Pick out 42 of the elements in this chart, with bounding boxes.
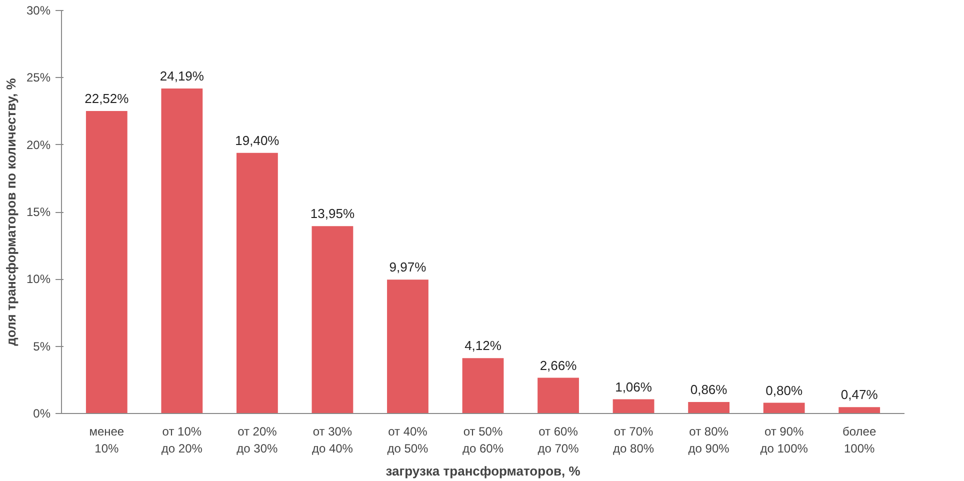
y-tick-label: 15% bbox=[26, 205, 51, 219]
data-label: 0,80% bbox=[766, 382, 803, 398]
bar bbox=[538, 378, 579, 414]
x-tick-label: от 10% до 20% bbox=[161, 424, 203, 456]
x-tick-label: от 20% до 30% bbox=[236, 424, 278, 456]
bar bbox=[236, 152, 278, 414]
data-label: 4,12% bbox=[464, 338, 502, 354]
x-tick-label: от 90% до 100% bbox=[760, 424, 808, 456]
bar bbox=[161, 88, 203, 414]
x-tick-label: менее 10% bbox=[89, 424, 124, 456]
y-tick-label: 20% bbox=[26, 138, 51, 152]
x-tick-label: от 30% до 40% bbox=[312, 424, 354, 456]
y-tick-label: 0% bbox=[33, 406, 51, 420]
bar bbox=[838, 407, 880, 414]
data-label: 0,86% bbox=[690, 382, 728, 397]
x-tick-label: более 100% bbox=[842, 424, 876, 456]
x-tick-label: от 50% до 60% bbox=[462, 424, 504, 456]
x-axis-title: загрузка трансформаторов, % bbox=[386, 463, 581, 478]
data-label: 13,95% bbox=[310, 206, 355, 222]
data-label: 0,47% bbox=[840, 387, 878, 402]
bar bbox=[462, 358, 504, 414]
x-tick-label: от 80% до 90% bbox=[688, 424, 730, 456]
data-label: 19,40% bbox=[235, 132, 280, 148]
data-label: 9,97% bbox=[389, 260, 427, 275]
y-axis-title: доля трансформаторов по количеству, % bbox=[3, 78, 18, 346]
data-label: 22,52% bbox=[84, 90, 130, 106]
bar bbox=[688, 402, 730, 414]
bar bbox=[312, 226, 354, 414]
y-tick-label: 10% bbox=[26, 272, 51, 286]
x-tick-label: от 40% до 50% bbox=[387, 424, 429, 456]
x-tick-label: от 70% до 80% bbox=[613, 424, 654, 456]
y-tick-label: 5% bbox=[33, 339, 51, 354]
bar bbox=[86, 110, 128, 414]
y-tick-label: 25% bbox=[26, 70, 51, 85]
data-label: 2,66% bbox=[540, 358, 578, 373]
bar bbox=[763, 402, 805, 414]
x-tick-label: от 60% до 70% bbox=[538, 424, 580, 456]
bar bbox=[387, 280, 428, 414]
data-label: 1,06% bbox=[615, 379, 652, 394]
y-tick-label: 30% bbox=[26, 4, 51, 18]
bar bbox=[612, 399, 654, 414]
data-label: 24,19% bbox=[160, 68, 204, 84]
